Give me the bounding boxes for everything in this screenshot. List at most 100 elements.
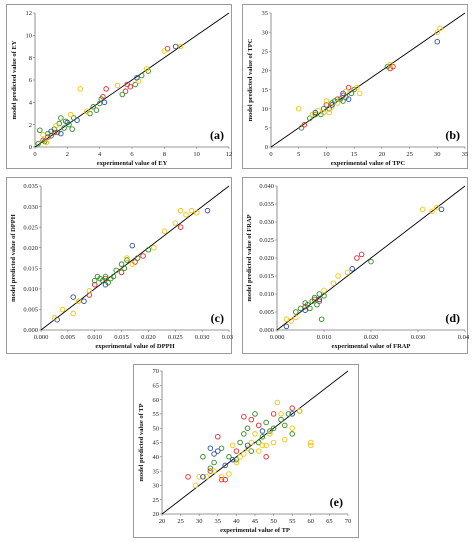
data-point-yellow (67, 111, 74, 118)
data-point-yellow (289, 425, 295, 431)
data-point-yellow (129, 261, 136, 267)
data-point-blue (58, 130, 64, 137)
data-point-yellow (211, 468, 217, 474)
data-point-yellow (237, 454, 243, 460)
data-point-yellow (143, 66, 150, 72)
y-axis-label: model predicted value of DPPH (10, 214, 17, 302)
data-point-red (222, 476, 228, 483)
panel-label: (c) (211, 311, 224, 325)
data-point-yellow (329, 104, 335, 110)
y-tick-label: 0 (29, 144, 32, 151)
data-point-yellow (321, 287, 327, 294)
y-tick-label: 20 (262, 68, 269, 75)
data-point-yellow (259, 442, 266, 449)
data-point-yellow (263, 442, 269, 449)
data-point-yellow (278, 411, 284, 417)
data-point-green (35, 140, 41, 147)
data-point-green (113, 267, 119, 274)
data-point-red (127, 83, 134, 90)
panel-label: (e) (330, 495, 343, 509)
data-point-blue (81, 298, 87, 304)
data-point-red (270, 411, 277, 417)
y-tick-label: 8 (29, 55, 32, 62)
data-point-yellow (43, 139, 50, 146)
data-point-blue (129, 242, 136, 249)
data-point-yellow (124, 255, 130, 261)
data-point-blue (211, 451, 217, 457)
x-tick-label: 10 (323, 151, 330, 158)
y-tick-label: 65 (153, 383, 160, 390)
data-point-yellow (354, 84, 360, 91)
data-point-yellow (267, 431, 273, 437)
x-tick-label: 0.020 (364, 334, 379, 341)
data-point-blue (215, 448, 221, 454)
data-point-blue (222, 462, 228, 469)
data-point-green (282, 422, 288, 429)
data-point-red (45, 134, 51, 140)
data-point-blue (54, 316, 60, 323)
y-tick-label: 70 (153, 368, 160, 375)
data-point-green (307, 305, 313, 312)
x-tick-label: 5 (297, 151, 300, 158)
y-tick-label: 0.035 (259, 201, 274, 208)
x-tick-label: 0.000 (34, 334, 49, 341)
chart-b-svg: 0 5 10 15 20 25 30 35 0 5 10 15 20 25 30 35 experimental… (247, 10, 469, 167)
data-point-green (207, 465, 214, 471)
data-point-green (69, 126, 75, 132)
data-point-red (354, 255, 360, 261)
data-point-blue (283, 323, 290, 330)
data-point-blue (200, 474, 206, 480)
x-tick-label: 70 (345, 518, 352, 525)
data-point-green (56, 120, 63, 127)
data-point-blue (312, 109, 319, 116)
data-point-yellow (293, 314, 299, 321)
data-point-blue (134, 75, 140, 81)
data-point-green (263, 419, 269, 426)
data-point-yellow (70, 310, 76, 317)
data-point-blue (329, 102, 335, 108)
data-point-red (51, 129, 58, 136)
data-point-green (45, 130, 51, 137)
data-point-green (255, 439, 262, 446)
data-point-red (323, 102, 330, 108)
data-point-green (233, 456, 240, 463)
data-point-yellow (387, 61, 393, 68)
x-tick-label: 6 (130, 151, 134, 158)
y-axis-label: model predicted value of FRAP (246, 214, 253, 301)
data-point-green (252, 411, 258, 417)
data-point-green (102, 273, 109, 280)
data-point-red (218, 476, 225, 483)
data-point-yellow (282, 436, 288, 443)
data-point-green (134, 255, 141, 261)
data-point-blue (345, 96, 352, 102)
data-point-yellow (288, 318, 294, 324)
y-axis-label: model predicted value of TPC (247, 38, 254, 121)
data-point-yellow (283, 316, 290, 322)
data-point-blue (289, 411, 295, 417)
data-point-red (207, 468, 214, 474)
y-axis-label: model predicted value of EY (11, 40, 18, 119)
data-point-red (122, 88, 129, 94)
chart-d-svg: 0.000 0.010 0.020 0.030 0.040 0.000 0.005 0.010… (246, 183, 469, 350)
data-point-green (37, 127, 43, 133)
data-point-yellow (161, 48, 168, 54)
data-point-yellow (437, 25, 443, 32)
x-tick-label: 35 (462, 151, 469, 158)
data-point-green (110, 273, 117, 280)
panel-label: (b) (445, 128, 460, 142)
y-tick-label: 0.005 (23, 307, 38, 314)
data-point-yellow (356, 90, 363, 97)
x-axis-label: experimental value of DPPH (95, 343, 174, 350)
data-point-yellow (295, 105, 302, 112)
data-point-yellow (151, 244, 157, 251)
data-point-blue (70, 294, 76, 300)
y-tick-label: 0.005 (259, 309, 274, 316)
data-point-yellow (320, 109, 327, 116)
y-tick-label: 55 (153, 411, 160, 418)
data-point-blue (101, 99, 108, 106)
x-tick-label: 4 (98, 151, 102, 158)
data-point-yellow (188, 207, 195, 214)
data-point-blue (204, 207, 211, 214)
data-point-green (278, 416, 284, 423)
y-tick-label: 0.000 (259, 327, 274, 334)
